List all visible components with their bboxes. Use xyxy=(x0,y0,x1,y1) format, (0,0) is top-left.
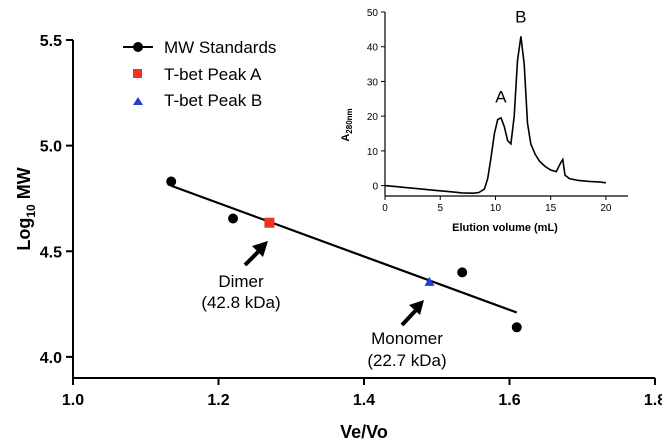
legend-item-peak-b: T-bet Peak B xyxy=(133,91,262,110)
inset-x-tick-label: 15 xyxy=(545,203,557,214)
legend-label-peak-a: T-bet Peak A xyxy=(164,65,262,84)
inset-x-tick-label: 20 xyxy=(600,203,612,214)
legend-square-marker-icon xyxy=(133,69,142,78)
main-x-tick-label: 1.4 xyxy=(353,392,375,409)
inset-x-axis-label: Elution volume (mL) xyxy=(452,222,558,234)
mw-standard-point xyxy=(457,267,468,278)
inset-peak-label: B xyxy=(515,7,526,26)
main-x-ticks: 1.0 1.2 1.4 1.6 1.8 xyxy=(62,378,662,409)
main-y-tick-label: 4.5 xyxy=(40,244,62,261)
inset-y-ticks: 0 10 20 30 40 50 xyxy=(367,8,385,193)
inset-y-tick-label: 50 xyxy=(367,8,379,19)
inset-y-tick-label: 0 xyxy=(372,182,378,193)
main-axes xyxy=(72,40,655,379)
main-y-tick-label: 5.5 xyxy=(40,33,62,50)
legend-item-peak-a: T-bet Peak A xyxy=(133,65,262,84)
dimer-label: Dimer xyxy=(218,272,264,291)
annotation-monomer: Monomer (22.7 kDa) xyxy=(367,300,447,370)
main-chart: 1.0 1.2 1.4 1.6 1.8 4.0 4.5 5.0 5.5 Ve/Vo Log10… xyxy=(14,33,662,442)
inset-y-axis-label: A280nm xyxy=(340,108,354,141)
inset-x-tick-label: 10 xyxy=(490,203,502,214)
peak-b-point xyxy=(424,276,435,286)
main-y-tick-label: 5.0 xyxy=(40,139,62,156)
legend-circle-marker-icon xyxy=(133,42,143,52)
legend-item-mw-standards: MW Standards xyxy=(123,38,276,57)
inset-x-tick-label: 0 xyxy=(382,203,388,214)
monomer-arrow-head xyxy=(409,300,424,315)
mw-standard-point xyxy=(166,176,177,187)
monomer-mass-label: (22.7 kDa) xyxy=(367,351,446,370)
main-y-tick-label: 4.0 xyxy=(40,350,62,367)
main-x-tick-label: 1.8 xyxy=(644,392,662,409)
annotation-dimer: Dimer (42.8 kDa) xyxy=(201,241,281,312)
peak-a-point xyxy=(264,217,275,228)
inset-peak-label: A xyxy=(495,87,507,106)
main-x-axis-label: Ve/Vo xyxy=(340,422,388,442)
dimer-mass-label: (42.8 kDa) xyxy=(201,293,280,312)
inset-y-tick-label: 10 xyxy=(367,147,379,158)
main-x-tick-label: 1.2 xyxy=(207,392,229,409)
main-x-tick-label: 1.0 xyxy=(62,392,84,409)
monomer-label: Monomer xyxy=(371,329,443,348)
inset-chromatogram-trace xyxy=(384,36,607,195)
legend-label-peak-b: T-bet Peak B xyxy=(164,91,262,110)
inset-x-ticks: 0 5 10 15 20 xyxy=(382,196,612,214)
inset-y-tick-label: 40 xyxy=(367,43,379,54)
main-x-tick-label: 1.6 xyxy=(498,392,520,409)
legend-triangle-marker-icon xyxy=(133,97,143,105)
monomer-arrow-shaft xyxy=(400,306,420,327)
inset-x-tick-label: 5 xyxy=(437,203,443,214)
mw-standard-point xyxy=(511,322,522,333)
main-data-points xyxy=(166,176,522,333)
main-y-axis-label: Log10 MW xyxy=(14,167,38,250)
inset-y-tick-label: 20 xyxy=(367,112,379,123)
legend: MW Standards T-bet Peak A T-bet Peak B xyxy=(123,38,276,110)
inset-peak-labels: AB xyxy=(495,7,526,106)
main-y-ticks: 4.0 4.5 5.0 5.5 xyxy=(40,33,73,367)
mw-standard-point xyxy=(228,213,239,224)
inset-chart: 0 5 10 15 20 0 10 20 30 40 50 Elution volume (mL)… xyxy=(340,7,628,234)
fit-line xyxy=(170,184,518,314)
legend-label-mw-standards: MW Standards xyxy=(164,38,276,57)
inset-y-tick-label: 30 xyxy=(367,77,379,88)
dimer-arrow-head xyxy=(252,241,268,257)
